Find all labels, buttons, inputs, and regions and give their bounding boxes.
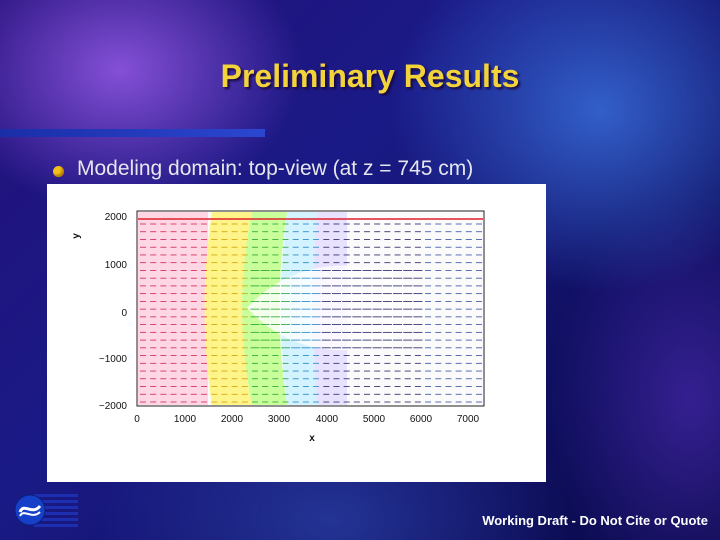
y-tick-label: 2000: [105, 212, 128, 223]
footer-notice: Working Draft - Do Not Cite or Quote: [482, 513, 708, 528]
x-tick-label: 7000: [457, 414, 480, 425]
yellow-band: [204, 212, 252, 405]
x-tick-label: 1000: [174, 414, 197, 425]
plot-svg: 2000 1000 0 −1000 −2000 y 0 1000 2000 30…: [71, 210, 485, 444]
modeling-domain-plot: 2000 1000 0 −1000 −2000 y 0 1000 2000 30…: [47, 184, 546, 482]
x-tick-label: 3000: [268, 414, 291, 425]
upstream-region: [138, 212, 208, 405]
velocity-vector-field: [140, 223, 482, 403]
y-tick-label: 0: [121, 308, 127, 319]
y-tick-label: 1000: [105, 260, 128, 271]
x-tick-label: 0: [134, 414, 140, 425]
x-tick-label: 4000: [316, 414, 339, 425]
slide-title: Preliminary Results: [220, 58, 520, 94]
y-axis-label: y: [71, 233, 82, 239]
x-tick-label: 5000: [363, 414, 386, 425]
bullet-dot-icon: [53, 166, 64, 177]
title-underline: [0, 129, 265, 137]
agency-logo-icon: [8, 488, 78, 532]
wake-region: [247, 265, 427, 351]
x-axis-label: x: [309, 433, 315, 444]
x-tick-label: 6000: [410, 414, 433, 425]
x-tick-label: 2000: [221, 414, 244, 425]
y-tick-label: −2000: [99, 401, 128, 412]
y-tick-label: −1000: [99, 354, 128, 365]
bullet-text: Modeling domain: top-view (at z = 745 cm…: [77, 157, 474, 180]
